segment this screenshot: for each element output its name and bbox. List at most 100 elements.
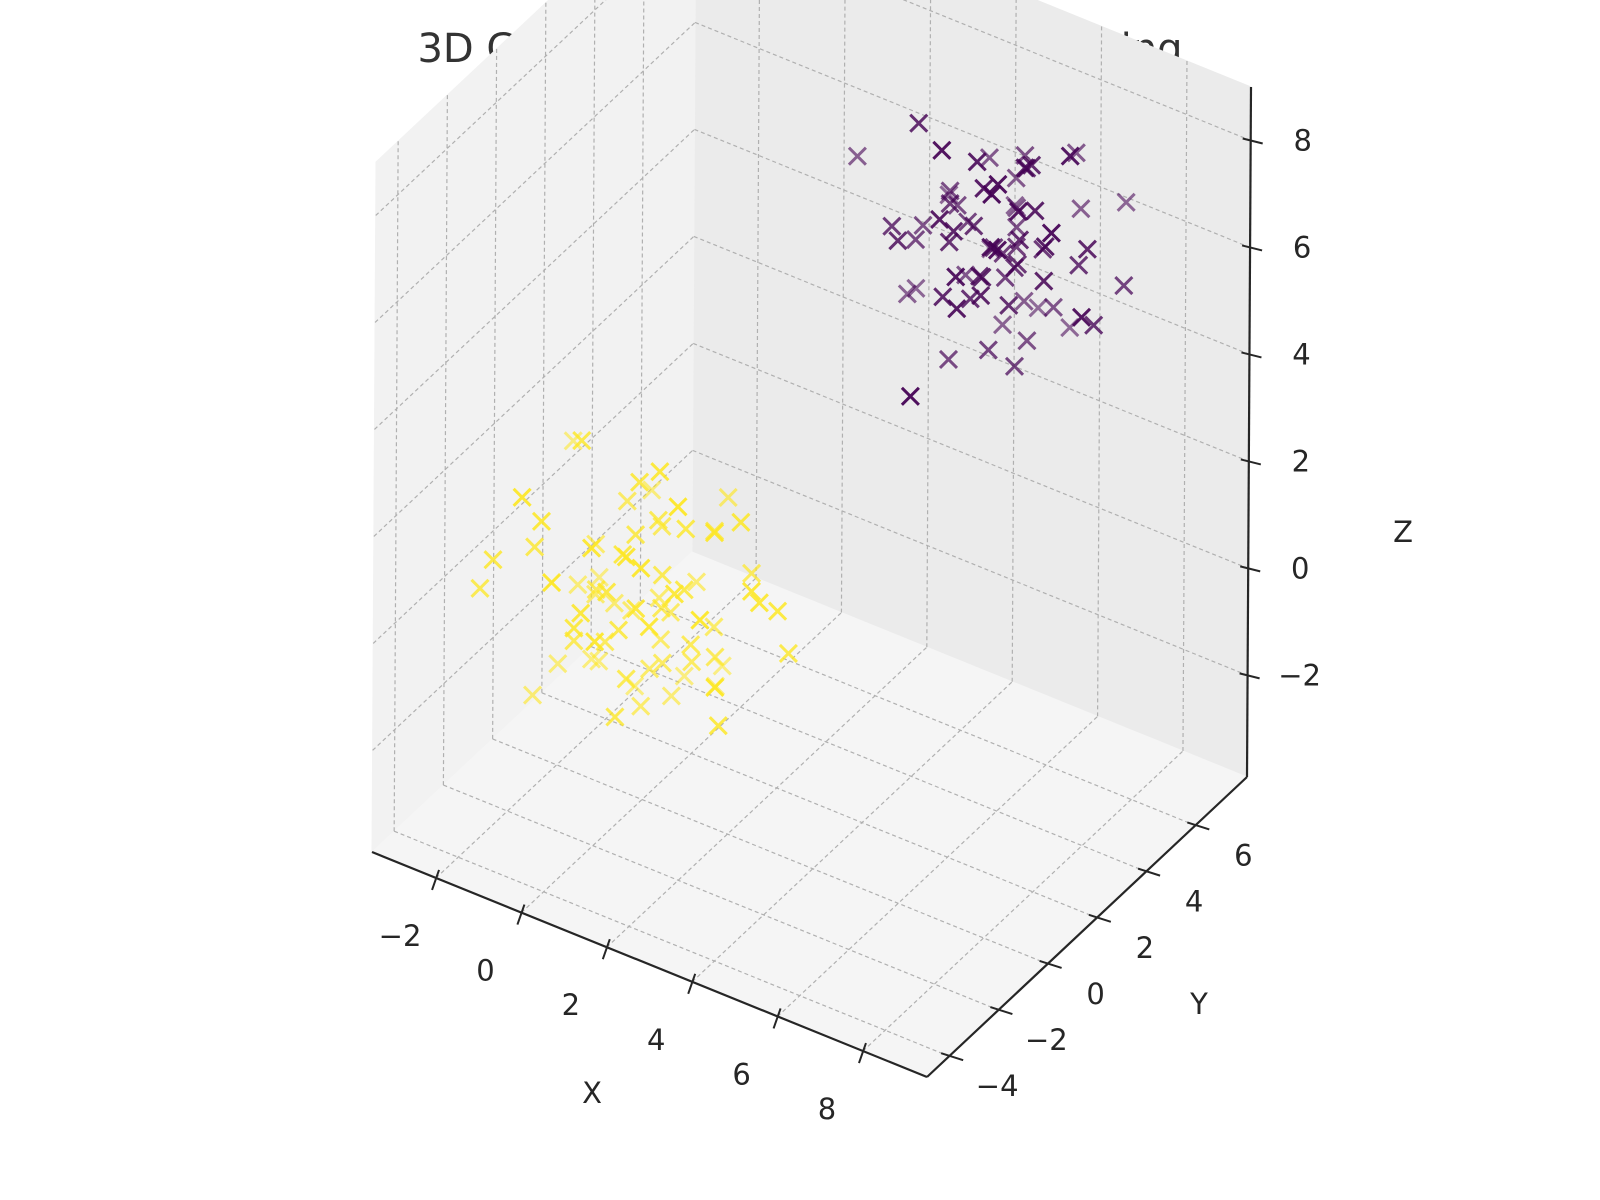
data-point-series-0 (690, 610, 710, 630)
grid-line-x-floor (521, 612, 842, 914)
data-point-series-1 (897, 284, 917, 304)
x-tick (601, 938, 611, 960)
data-point-series-0 (648, 510, 668, 530)
data-point-series-1 (978, 340, 998, 360)
grid-line-z-back (694, 128, 1250, 355)
data-point-series-1 (938, 349, 959, 369)
data-point-series-1 (1033, 239, 1053, 259)
data-point-series-0 (512, 487, 532, 507)
data-point-series-1 (956, 265, 976, 285)
z-tick-label: −2 (1278, 658, 1321, 692)
z-tick-label: 8 (1293, 123, 1311, 157)
data-point-series-0 (749, 593, 769, 613)
data-point-series-1 (939, 232, 959, 252)
z-tick (1241, 351, 1262, 359)
data-point-series-0 (686, 572, 707, 592)
x-tick (687, 973, 697, 995)
grid-line-z-side (372, 449, 693, 751)
grid-lines (372, 0, 1251, 1057)
grid-line-y-floor (590, 646, 1147, 873)
x-tick (772, 1008, 782, 1029)
data-point-series-0 (661, 686, 681, 706)
data-point-series-0 (617, 491, 637, 511)
data-point-series-1 (906, 229, 926, 250)
data-point-series-1 (979, 148, 1000, 168)
data-point-series-1 (930, 209, 950, 230)
data-point-series-0 (704, 617, 724, 637)
data-point-series-0 (605, 707, 625, 727)
data-point-series-1 (940, 181, 960, 201)
data-point-series-1 (984, 238, 1004, 258)
data-point-series-1 (1077, 239, 1097, 259)
data-point-series-1 (1028, 298, 1048, 318)
y-tick-label: 2 (1136, 931, 1154, 965)
grid-line-y-side (541, 2, 547, 693)
grid-line-x-floor (435, 577, 757, 879)
data-point-series-1 (1116, 192, 1136, 212)
x-tick-label: 2 (562, 988, 580, 1022)
data-point-series-0 (621, 600, 642, 621)
grid-line-z-side (374, 129, 695, 430)
data-point-series-0 (597, 582, 617, 602)
x-axis-label: X (582, 1076, 602, 1110)
data-point-series-1 (992, 315, 1013, 335)
grid-line-y-floor (393, 830, 950, 1057)
data-point-series-0 (525, 537, 545, 557)
grid-line-y-side (393, 141, 399, 832)
data-point-series-1 (1004, 258, 1025, 278)
z-tick (1239, 672, 1260, 680)
data-point-series-0 (705, 521, 725, 541)
data-points (470, 113, 1136, 736)
data-point-series-0 (778, 643, 798, 663)
grid-line-z-back (902, 0, 1251, 142)
data-point-series-0 (531, 511, 552, 531)
data-point-series-1 (967, 152, 987, 172)
grid-line-y-floor (443, 784, 999, 1011)
data-point-series-1 (1071, 307, 1092, 327)
grid-line-x-back (926, 0, 932, 648)
grid-line-x-floor (606, 646, 928, 948)
data-point-series-0 (652, 653, 672, 673)
data-point-series-0 (548, 654, 568, 674)
grid-line-z-side (373, 235, 695, 537)
data-point-series-1 (900, 386, 920, 406)
y-tick-label: −4 (976, 1069, 1019, 1103)
z-tick (1241, 244, 1263, 252)
data-point-series-0 (674, 666, 694, 686)
z-tick-label: 6 (1293, 230, 1311, 264)
data-point-series-1 (981, 237, 1001, 257)
y-tick (1088, 913, 1112, 923)
data-point-series-0 (589, 567, 609, 587)
data-point-series-1 (972, 267, 992, 287)
data-point-series-0 (581, 538, 602, 558)
data-point-series-0 (604, 593, 624, 613)
data-point-series-1 (1084, 315, 1104, 335)
axes-panes (371, 0, 1252, 1078)
data-point-series-1 (1006, 237, 1027, 257)
data-point-series-0 (631, 696, 651, 716)
data-point-series-1 (1006, 168, 1026, 188)
data-point-series-0 (616, 547, 636, 567)
data-point-series-0 (682, 652, 702, 672)
data-point-series-0 (642, 480, 662, 500)
grid-line-y-side (590, 0, 596, 647)
grid-line-x-back (1011, 0, 1017, 682)
data-point-series-0 (661, 602, 681, 622)
z-tick (1240, 458, 1262, 466)
data-point-series-0 (668, 497, 688, 517)
data-point-series-1 (1034, 271, 1054, 291)
grid-line-x-floor (691, 681, 1013, 983)
grid-line-z-back (694, 21, 1251, 249)
grid-line-x-back (755, 0, 760, 578)
data-point-series-1 (882, 216, 902, 236)
data-point-series-1 (1015, 145, 1035, 165)
data-point-series-1 (1114, 275, 1134, 296)
data-point-series-0 (742, 563, 762, 583)
data-point-series-1 (999, 295, 1019, 315)
data-point-series-0 (581, 649, 602, 669)
data-point-series-1 (947, 299, 967, 319)
x-tick-label: 0 (476, 954, 494, 988)
